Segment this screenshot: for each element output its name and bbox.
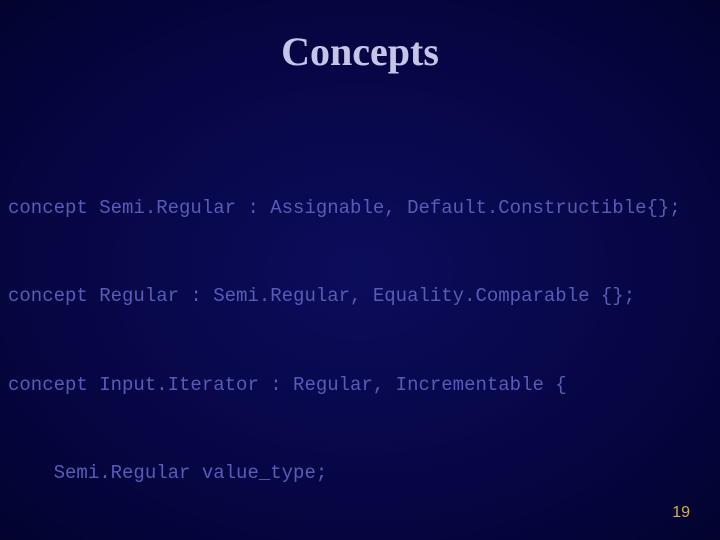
code-line: concept Regular : Semi.Regular, Equality… (8, 282, 681, 311)
code-block: concept Semi.Regular : Assignable, Defau… (8, 135, 681, 540)
page-number: 19 (672, 504, 690, 522)
code-line: concept Input.Iterator : Regular, Increm… (8, 371, 681, 400)
slide-title: Concepts (0, 28, 720, 75)
code-line: concept Semi.Regular : Assignable, Defau… (8, 194, 681, 223)
slide: Concepts concept Semi.Regular : Assignab… (0, 0, 720, 540)
code-line: Semi.Regular value_type; (8, 459, 681, 488)
